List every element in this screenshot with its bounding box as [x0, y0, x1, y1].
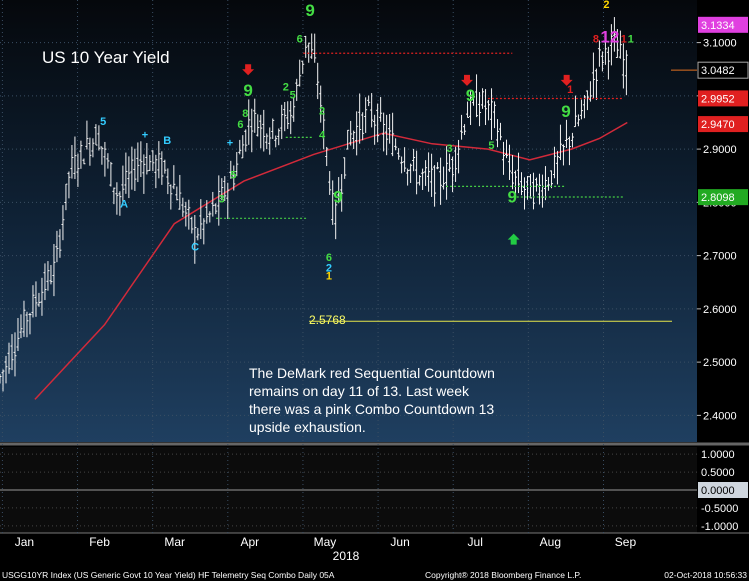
td-count-label: 6: [326, 252, 332, 264]
price-tag-label: 2.9952: [701, 93, 735, 105]
annotation-line-4: upside exhaustion.: [249, 419, 366, 435]
td-count-label: 1: [567, 84, 573, 96]
y-tick-label: 2.4000: [703, 410, 737, 422]
main-panel-background: [0, 0, 697, 442]
td-count-label: A: [120, 199, 128, 211]
td-count-label: 9: [305, 1, 314, 20]
td-count-label: 2: [326, 263, 332, 275]
td-count-label: 6: [297, 34, 303, 46]
sell-arrow-icon: [560, 74, 573, 86]
lower-tick-label: -1.0000: [701, 521, 738, 533]
x-tick-label: May: [314, 535, 337, 549]
td-count-label: 5: [100, 116, 106, 128]
x-tick-label: Sep: [615, 535, 637, 549]
td-count-label: 4: [319, 129, 326, 141]
td-count-label: 8: [593, 34, 599, 46]
td-count-label: 12: [600, 28, 619, 47]
price-tag: [698, 189, 748, 206]
annotation-line-2: remains on day 11 of 13. Last week: [249, 383, 470, 399]
sell-arrow-icon: [460, 74, 473, 86]
lower-value-label: 0.0000: [701, 485, 735, 497]
price-tag-label: 2.9470: [701, 119, 735, 131]
buy-arrow-icon: [507, 233, 520, 245]
footer-mid: Copyright® 2018 Bloomberg Finance L.P.: [425, 570, 581, 580]
y-tick-label: 2.7000: [703, 251, 737, 263]
td-count-label: 3: [447, 143, 453, 155]
x-tick-label: Aug: [540, 535, 561, 549]
y-tick-label: 3.1000: [703, 38, 737, 50]
lower-tick-label: -0.5000: [701, 503, 738, 515]
x-tick-label: Jan: [15, 535, 34, 549]
year-label: 2018: [333, 549, 360, 563]
x-tick-label: Mar: [164, 535, 185, 549]
footer-left: USGG10YR Index (US Generic Govt 10 Year …: [2, 570, 335, 580]
chart-title: US 10 Year Yield: [42, 48, 170, 67]
td-count-label: 3: [219, 193, 225, 205]
td-count-label: 5: [230, 169, 236, 181]
lower-tick-label: 0.5000: [701, 467, 735, 479]
footer-bar: [0, 566, 749, 581]
x-tick-label: Jun: [390, 535, 409, 549]
td-count-label: +: [227, 137, 233, 149]
moving-average-line: [34, 121, 628, 400]
td-count-label: 5: [488, 140, 494, 152]
td-count-label: 5: [290, 90, 296, 102]
annotation-line-1: The DeMark red Sequential Countdown: [249, 365, 495, 381]
x-tick-label: Feb: [89, 535, 110, 549]
price-tag: [697, 61, 749, 79]
price-tag-label: 3.0482: [701, 65, 735, 77]
x-tick-label: Apr: [240, 535, 259, 549]
y-tick-label: 2.9000: [703, 144, 737, 156]
y-tick-label: 2.6000: [703, 304, 737, 316]
price-tag-label: 2.8098: [701, 192, 735, 204]
price-tag: [698, 16, 748, 33]
price-tag: [698, 116, 748, 133]
lower-tick-label: 1.0000: [701, 449, 735, 461]
td-count-label: 2: [603, 0, 609, 11]
td-count-label: +: [142, 129, 148, 141]
footer-right: 02-Oct-2018 10:56:33: [664, 570, 747, 580]
td-count-label: 9: [508, 187, 517, 206]
price-tag-label: 3.1334: [701, 20, 735, 32]
annotation-line-3: there was a pink Combo Countdown 13: [249, 401, 494, 417]
td-count-label: 8: [242, 108, 248, 120]
td-count-label: B: [163, 135, 171, 147]
td-count-label: 9: [333, 187, 342, 206]
td-count-label: 9: [243, 81, 252, 100]
td-count-label: 6: [237, 119, 243, 131]
td-count-label: 9: [466, 86, 475, 105]
td-count-label: 1: [628, 34, 634, 46]
td-count-label: 2: [283, 82, 289, 94]
annotation-block: The DeMark red Sequential Countdown rema…: [249, 365, 495, 435]
sell-arrow-icon: [242, 64, 255, 76]
td-count-label: 1: [326, 271, 332, 283]
td-count-label: C: [191, 241, 199, 253]
td-count-label: 1: [621, 34, 627, 46]
td-count-label: 2: [319, 105, 325, 117]
x-tick-label: Jul: [468, 535, 483, 549]
price-tag: [698, 90, 748, 107]
y-tick-label: 2.5000: [703, 357, 737, 369]
td-count-label: 9: [561, 102, 570, 121]
support-label: 2.5768: [309, 313, 346, 327]
lower-value-tag: [698, 482, 748, 498]
